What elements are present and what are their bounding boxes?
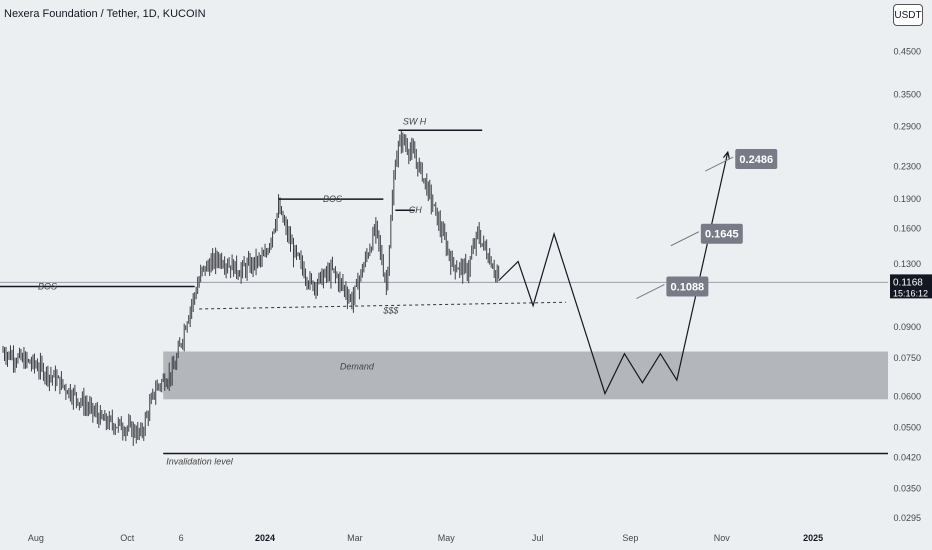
target-label-box bbox=[666, 276, 709, 297]
price-axis-tick: 0.1300 bbox=[893, 259, 921, 269]
target-pointer bbox=[636, 284, 665, 299]
countdown-timer: 15:16:12 bbox=[893, 288, 928, 298]
projection-arrowhead bbox=[722, 150, 730, 160]
invalidation-label: Invalidation level bbox=[166, 456, 234, 466]
price-axis-tick: 0.0500 bbox=[893, 423, 921, 433]
currency-button[interactable]: USDT bbox=[893, 4, 923, 26]
swing-high-label: SW H bbox=[403, 116, 427, 126]
time-axis-tick: Oct bbox=[120, 533, 135, 543]
target-label-box bbox=[735, 149, 778, 170]
target-label: 0.2486 bbox=[739, 154, 773, 166]
time-axis-tick: 2024 bbox=[255, 533, 275, 543]
liquidity-label: $$$ bbox=[382, 305, 399, 315]
target-pointer bbox=[705, 156, 734, 172]
price-axis-tick: 0.0900 bbox=[893, 322, 921, 332]
bos-left-label: BOS bbox=[38, 282, 57, 292]
time-axis-tick: May bbox=[438, 533, 456, 543]
time-axis-tick: Mar bbox=[347, 533, 363, 543]
demand-zone bbox=[163, 351, 888, 400]
time-axis-tick: Sep bbox=[622, 533, 638, 543]
current-price-tag bbox=[890, 274, 932, 299]
bos-mid-label: BOS bbox=[323, 194, 342, 204]
demand-label: Demand bbox=[340, 361, 375, 371]
price-axis-tick: 0.0295 bbox=[893, 513, 921, 523]
price-axis-tick: 0.3500 bbox=[893, 89, 921, 99]
current-price-value: 0.1168 bbox=[893, 277, 923, 288]
price-axis-tick: 0.1600 bbox=[893, 223, 921, 233]
price-axis-tick: 0.0350 bbox=[893, 484, 921, 494]
price-axis-tick: 0.2900 bbox=[893, 122, 921, 132]
price-axis-tick: 0.1900 bbox=[893, 194, 921, 204]
projection-path bbox=[498, 151, 729, 396]
time-axis-tick: Aug bbox=[28, 533, 44, 543]
time-axis-tick: 6 bbox=[179, 533, 184, 543]
choch-label: CH bbox=[409, 205, 422, 215]
price-axis-tick: 0.0420 bbox=[893, 452, 921, 462]
liquidity-line bbox=[199, 301, 567, 310]
time-axis-tick: Jul bbox=[532, 533, 544, 543]
time-axis-tick: 2025 bbox=[803, 533, 823, 543]
price-axis-tick: 0.0600 bbox=[893, 391, 921, 401]
target-pointer bbox=[670, 231, 700, 247]
candles bbox=[2, 129, 500, 446]
target-label: 0.1645 bbox=[705, 229, 739, 241]
target-label-box bbox=[700, 223, 743, 244]
price-axis-tick: 0.2300 bbox=[893, 161, 921, 171]
price-axis-tick: 0.4500 bbox=[893, 46, 921, 56]
time-axis-tick: Nov bbox=[714, 533, 731, 543]
chart-title: Nexera Foundation / Tether, 1D, KUCOIN bbox=[4, 8, 206, 20]
price-axis-tick: 0.0750 bbox=[893, 353, 921, 363]
target-label: 0.1088 bbox=[671, 282, 705, 294]
